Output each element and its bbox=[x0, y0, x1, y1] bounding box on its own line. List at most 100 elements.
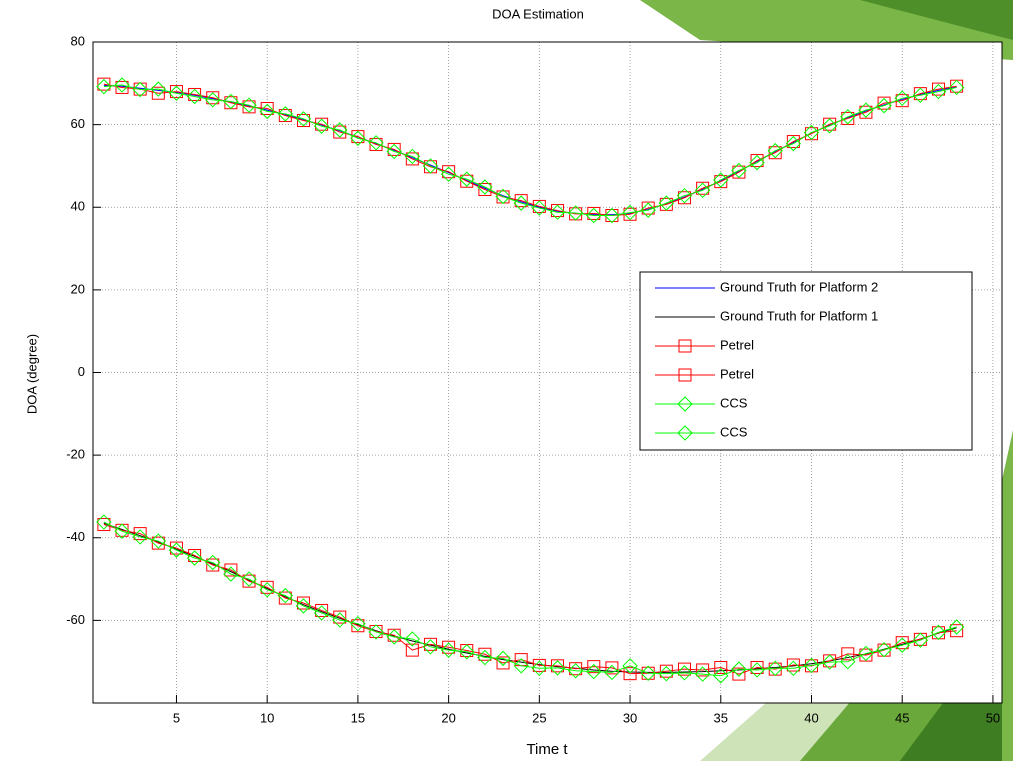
x-tick-label: 30 bbox=[623, 710, 637, 725]
diamond-marker bbox=[477, 179, 493, 195]
decor-shape bbox=[1002, 430, 1013, 761]
series-line bbox=[103, 83, 957, 217]
x-tick-label: 40 bbox=[804, 710, 818, 725]
diamond-marker bbox=[876, 97, 892, 114]
square-marker bbox=[442, 640, 456, 654]
square-marker bbox=[587, 660, 601, 674]
square-marker bbox=[387, 142, 401, 156]
legend-label: Petrel bbox=[720, 366, 754, 381]
y-tick-label: 80 bbox=[71, 33, 85, 48]
square-marker bbox=[732, 667, 746, 681]
diamond-marker bbox=[422, 639, 439, 655]
legend-label: Ground Truth for Platform 2 bbox=[720, 279, 878, 294]
diamond-marker bbox=[803, 124, 820, 141]
diamond-marker bbox=[840, 653, 856, 670]
diamond-marker bbox=[459, 644, 475, 660]
diamond-marker bbox=[531, 660, 548, 677]
diamond-marker bbox=[731, 661, 747, 677]
diamond-marker bbox=[713, 172, 729, 188]
square-marker bbox=[569, 662, 583, 676]
diamond-marker bbox=[821, 654, 838, 670]
diamond-marker bbox=[803, 657, 820, 674]
diamond-marker bbox=[223, 566, 239, 582]
axes-box bbox=[92, 41, 1003, 704]
x-tick-label: 10 bbox=[260, 710, 274, 725]
diamond-marker bbox=[676, 187, 693, 204]
legend-marker bbox=[678, 368, 692, 382]
square-marker bbox=[206, 558, 220, 572]
diamond-marker bbox=[749, 662, 765, 678]
square-marker bbox=[351, 619, 365, 633]
diamond-marker bbox=[440, 642, 457, 658]
x-tick-label: 45 bbox=[895, 710, 909, 725]
y-tick-label: -20 bbox=[66, 447, 85, 462]
series-line bbox=[103, 84, 957, 217]
diamond-marker bbox=[586, 207, 602, 224]
diamond-marker bbox=[622, 658, 638, 674]
diamond-marker bbox=[295, 598, 312, 614]
square-marker bbox=[677, 662, 691, 676]
diamond-marker bbox=[948, 79, 965, 96]
square-marker bbox=[151, 536, 165, 550]
diamond-marker bbox=[96, 78, 112, 95]
square-marker bbox=[623, 667, 637, 681]
diamond-marker bbox=[114, 523, 130, 539]
square-marker bbox=[478, 647, 492, 661]
diamond-marker bbox=[223, 93, 239, 110]
diamond-marker bbox=[495, 650, 511, 667]
legend-marker bbox=[677, 425, 693, 441]
square-marker bbox=[278, 591, 292, 605]
diamond-marker bbox=[640, 665, 656, 681]
diamond-marker bbox=[295, 111, 312, 127]
legend-marker bbox=[677, 396, 693, 412]
diamond-marker bbox=[259, 103, 275, 120]
y-tick-label: -40 bbox=[66, 529, 85, 544]
diamond-marker bbox=[658, 195, 675, 211]
y-tick-label: 40 bbox=[71, 199, 85, 214]
y-tick-label: 60 bbox=[71, 116, 85, 131]
square-marker bbox=[496, 656, 510, 670]
square-marker bbox=[532, 658, 546, 672]
diamond-marker bbox=[731, 162, 747, 179]
square-marker bbox=[950, 624, 964, 638]
diamond-marker bbox=[930, 83, 947, 100]
square-marker bbox=[786, 135, 800, 149]
diamond-marker bbox=[368, 624, 384, 640]
diamond-marker bbox=[495, 188, 511, 205]
diamond-marker bbox=[114, 77, 130, 93]
square-marker bbox=[895, 636, 909, 650]
square-marker bbox=[659, 664, 673, 678]
diamond-marker bbox=[168, 85, 185, 101]
diamond-marker bbox=[440, 166, 457, 182]
diamond-marker bbox=[350, 615, 366, 632]
y-tick-label: 0 bbox=[78, 364, 85, 379]
square-marker bbox=[768, 146, 782, 160]
square-marker bbox=[587, 206, 601, 220]
diamond-marker bbox=[894, 637, 910, 653]
x-tick-label: 35 bbox=[714, 710, 728, 725]
diamond-marker bbox=[749, 154, 765, 171]
diamond-marker bbox=[531, 200, 548, 216]
diamond-marker bbox=[404, 631, 421, 647]
diamond-marker bbox=[676, 665, 693, 681]
diamond-marker bbox=[96, 514, 112, 530]
diamond-marker bbox=[277, 106, 294, 122]
diamond-marker bbox=[767, 660, 783, 677]
diamond-marker bbox=[168, 542, 185, 558]
diamond-marker bbox=[604, 207, 620, 224]
legend-label: CCS bbox=[720, 424, 748, 439]
x-tick-label: 20 bbox=[441, 710, 455, 725]
diamond-marker bbox=[313, 118, 330, 134]
diamond-marker bbox=[186, 88, 203, 105]
diamond-marker bbox=[386, 143, 402, 160]
diamond-marker bbox=[567, 205, 584, 221]
diamond-marker bbox=[785, 660, 802, 677]
square-marker bbox=[151, 86, 165, 100]
square-marker bbox=[260, 580, 274, 594]
diamond-marker bbox=[422, 158, 439, 174]
x-tick-label: 5 bbox=[173, 710, 180, 725]
y-tick-label: -60 bbox=[66, 612, 85, 627]
diamond-marker bbox=[840, 109, 856, 125]
diamond-marker bbox=[150, 533, 167, 549]
